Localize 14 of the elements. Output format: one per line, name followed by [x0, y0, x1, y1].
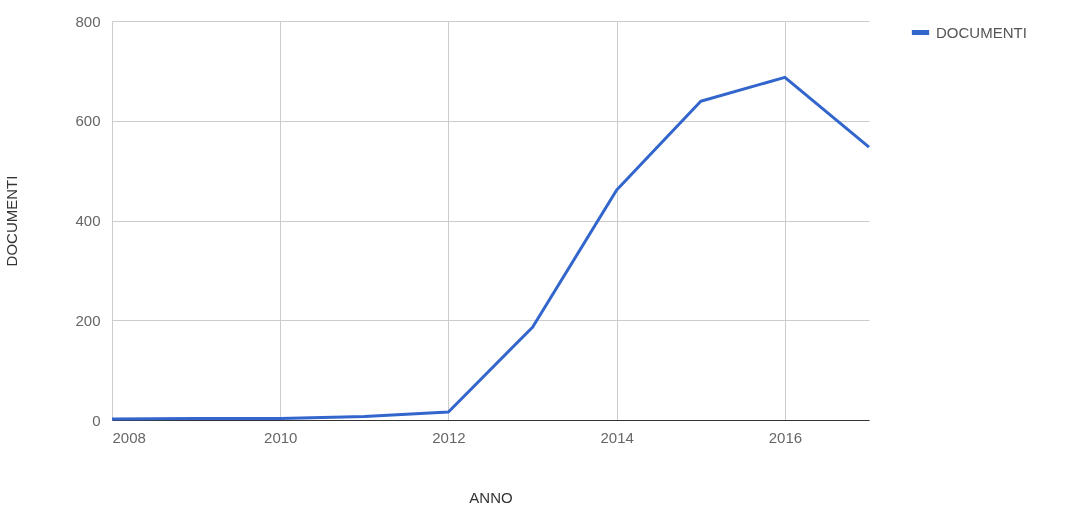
- y-tick-label: 0: [92, 411, 101, 429]
- x-tick-label: 2016: [768, 428, 803, 446]
- x-tick-label: 2008: [112, 428, 146, 446]
- x-tick-label: 2010: [264, 428, 298, 446]
- x-axis-title: ANNO: [469, 488, 513, 506]
- y-axis-title: DOCUMENTI: [3, 175, 21, 267]
- y-tick-label: 800: [75, 12, 101, 30]
- x-tick-label: 2014: [600, 428, 634, 446]
- y-tick-label: 200: [75, 311, 101, 329]
- legend-label: DOCUMENTI: [936, 23, 1027, 41]
- line-series: [110, 75, 871, 421]
- y-tick-label: 400: [75, 212, 101, 229]
- x-tick-label: 2012: [432, 428, 466, 446]
- y-tick-label: 600: [75, 112, 101, 130]
